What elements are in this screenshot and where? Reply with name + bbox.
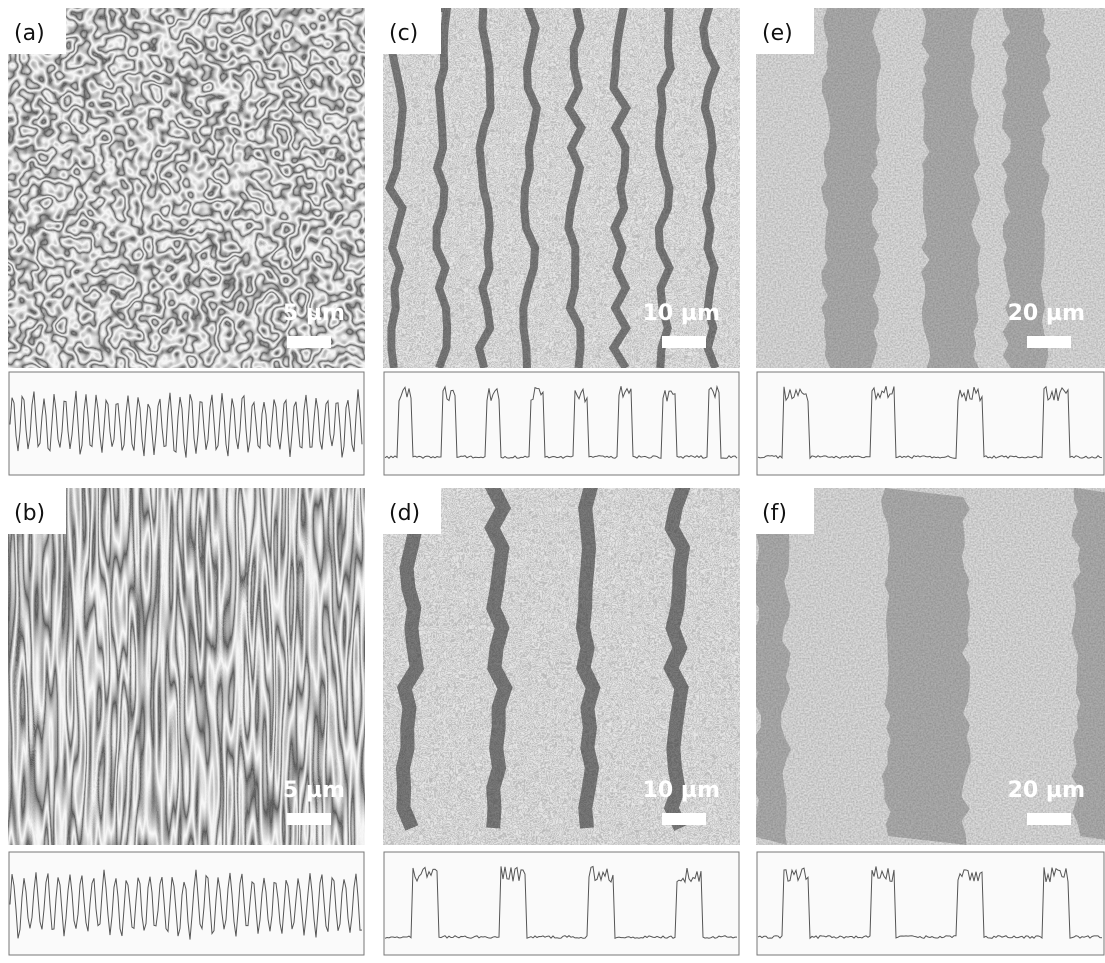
micrograph xyxy=(383,8,740,368)
panel: (c) 10 µm xyxy=(383,8,740,476)
dark-band xyxy=(881,488,971,845)
dark-band xyxy=(821,8,881,368)
profile-trace xyxy=(384,384,738,460)
dark-band xyxy=(756,488,791,845)
texture xyxy=(8,488,365,845)
dark-band xyxy=(1001,8,1051,368)
label-box xyxy=(383,488,441,534)
band xyxy=(663,488,691,831)
band xyxy=(519,8,541,368)
panel: (a) 5 µm xyxy=(8,8,365,476)
scale-bar xyxy=(1027,813,1071,825)
panel: (f) 20 µm xyxy=(756,488,1105,956)
label-box xyxy=(756,8,814,54)
micrograph xyxy=(8,8,365,368)
panel-label: (a) xyxy=(14,21,45,46)
panel-label: (f) xyxy=(762,501,787,526)
band xyxy=(699,8,721,368)
texture xyxy=(756,8,1105,368)
profile-trace xyxy=(9,389,363,458)
profile-trace xyxy=(757,866,1103,940)
label-box xyxy=(383,8,441,54)
scale-bar xyxy=(287,813,331,825)
profile-trace xyxy=(9,869,363,940)
band xyxy=(474,8,495,368)
dark-band xyxy=(1071,488,1105,840)
profile-trace xyxy=(757,385,1103,460)
profile-trace xyxy=(384,865,738,940)
panel: (d) 10 µm xyxy=(383,488,740,956)
scale-bar-label: 10 µm xyxy=(643,778,720,803)
dark-band xyxy=(921,8,981,368)
scale-bar-label: 5 µm xyxy=(283,301,345,326)
label-box xyxy=(8,488,66,534)
band xyxy=(484,488,513,829)
panel-label: (b) xyxy=(14,501,45,526)
band xyxy=(564,8,586,368)
micrograph xyxy=(756,488,1105,845)
micrograph xyxy=(756,8,1105,368)
band xyxy=(608,8,632,368)
band xyxy=(575,488,601,829)
scale-bar-label: 20 µm xyxy=(1008,301,1085,326)
texture xyxy=(8,8,365,368)
scale-bar-label: 5 µm xyxy=(283,778,345,803)
profile-frame xyxy=(8,371,365,476)
scale-bar xyxy=(662,813,706,825)
scale-bar xyxy=(1027,336,1071,348)
band xyxy=(654,8,675,368)
band xyxy=(432,8,452,368)
panel-label: (d) xyxy=(389,501,420,526)
label-box xyxy=(756,488,814,534)
scale-bar-label: 20 µm xyxy=(1008,778,1085,803)
label-box xyxy=(8,8,66,54)
panel: (b) 5 µm xyxy=(8,488,365,956)
texture xyxy=(756,488,1105,845)
scale-bar xyxy=(662,336,706,348)
scale-bar xyxy=(287,336,331,348)
panel: (e) 20 µm xyxy=(756,8,1105,476)
profile-frame xyxy=(383,851,740,956)
scale-bar-label: 10 µm xyxy=(643,301,720,326)
panel-label: (c) xyxy=(389,21,418,46)
panel-label: (e) xyxy=(762,21,793,46)
profile-frame xyxy=(756,851,1105,956)
profile-frame xyxy=(383,371,740,476)
micrograph xyxy=(8,488,365,845)
